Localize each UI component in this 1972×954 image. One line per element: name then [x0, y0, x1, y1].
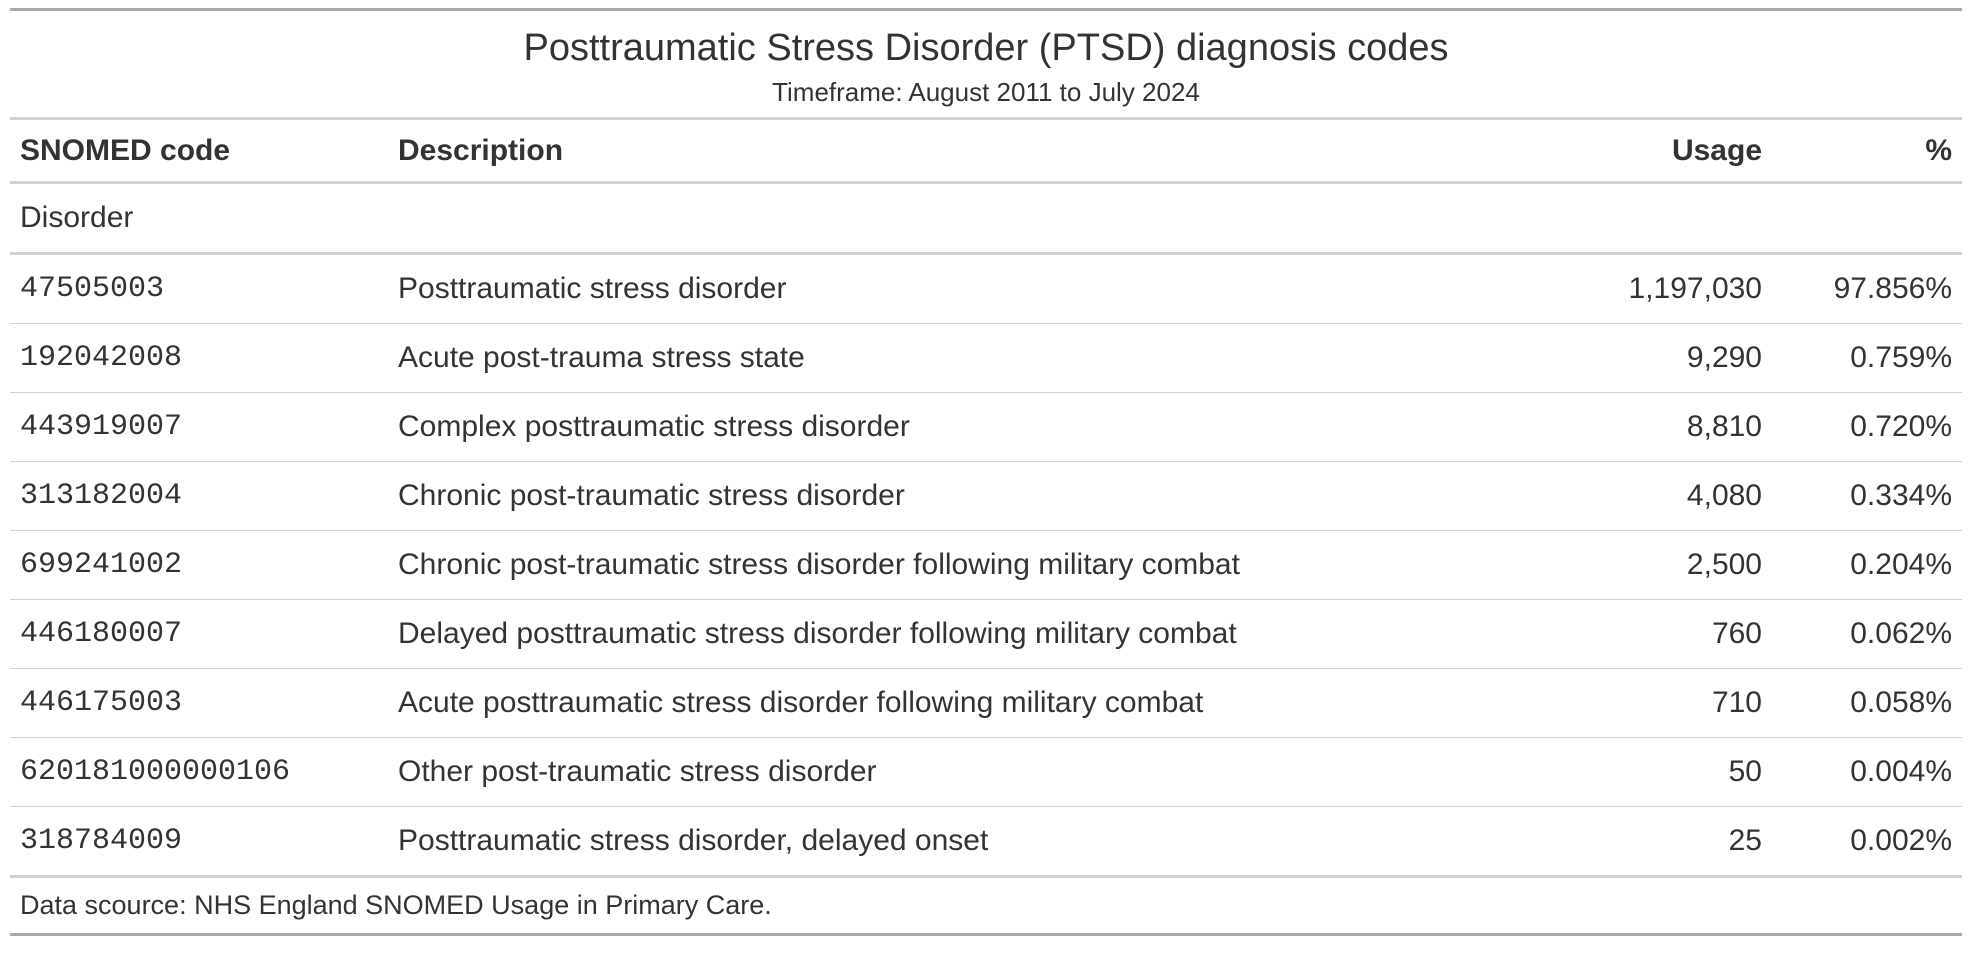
usage-cell: 710: [1506, 669, 1772, 738]
description-cell: Chronic post-traumatic stress disorder f…: [388, 531, 1506, 600]
usage-cell: 9,290: [1506, 324, 1772, 393]
percent-cell: 0.004%: [1772, 738, 1962, 807]
usage-cell: 8,810: [1506, 393, 1772, 462]
snomed-code-cell: 443919007: [10, 393, 388, 462]
description-cell: Delayed posttraumatic stress disorder fo…: [388, 600, 1506, 669]
snomed-code-cell: 313182004: [10, 462, 388, 531]
table-body: Disorder 47505003 Posttraumatic stress di…: [10, 183, 1962, 877]
table-row: 47505003 Posttraumatic stress disorder 1,1…: [10, 254, 1962, 324]
description-cell: Complex posttraumatic stress disorder: [388, 393, 1506, 462]
description-cell: Acute posttraumatic stress disorder foll…: [388, 669, 1506, 738]
column-header-code: SNOMED code: [10, 119, 388, 183]
description-cell: Chronic post-traumatic stress disorder: [388, 462, 1506, 531]
description-cell: Other post-traumatic stress disorder: [388, 738, 1506, 807]
snomed-code-cell: 446180007: [10, 600, 388, 669]
percent-cell: 0.759%: [1772, 324, 1962, 393]
column-header-description: Description: [388, 119, 1506, 183]
snomed-code-cell: 446175003: [10, 669, 388, 738]
column-header-percent: %: [1772, 119, 1962, 183]
description-cell: Posttraumatic stress disorder: [388, 254, 1506, 324]
percent-cell: 0.720%: [1772, 393, 1962, 462]
description-cell: Acute post-trauma stress state: [388, 324, 1506, 393]
usage-cell: 25: [1506, 807, 1772, 877]
snomed-code-cell: 699241002: [10, 531, 388, 600]
snomed-code-cell: 47505003: [10, 254, 388, 324]
table-row: 446180007 Delayed posttraumatic stress di…: [10, 600, 1962, 669]
table-row: 446175003 Acute posttraumatic stress diso…: [10, 669, 1962, 738]
codes-table: SNOMED code Description Usage % Disorder…: [10, 117, 1962, 878]
usage-cell: 4,080: [1506, 462, 1772, 531]
table-row: 192042008 Acute post-trauma stress state 9…: [10, 324, 1962, 393]
description-cell: Posttraumatic stress disorder, delayed o…: [388, 807, 1506, 877]
snomed-code-cell: 318784009: [10, 807, 388, 877]
percent-cell: 0.334%: [1772, 462, 1962, 531]
table-header: SNOMED code Description Usage %: [10, 119, 1962, 183]
table-row: 620181000000106 Other post-traumatic stre…: [10, 738, 1962, 807]
table-row: 313182004 Chronic post-traumatic stress d…: [10, 462, 1962, 531]
table-row: 699241002 Chronic post-traumatic stress d…: [10, 531, 1962, 600]
column-header-usage: Usage: [1506, 119, 1772, 183]
percent-cell: 0.002%: [1772, 807, 1962, 877]
table-subtitle: Timeframe: August 2011 to July 2024: [10, 71, 1962, 117]
percent-cell: 97.856%: [1772, 254, 1962, 324]
usage-cell: 760: [1506, 600, 1772, 669]
group-label: Disorder: [10, 183, 1962, 254]
snomed-code-cell: 620181000000106: [10, 738, 388, 807]
table-row: 318784009 Posttraumatic stress disorder, …: [10, 807, 1962, 877]
percent-cell: 0.204%: [1772, 531, 1962, 600]
percent-cell: 0.062%: [1772, 600, 1962, 669]
codes-table-container: Posttraumatic Stress Disorder (PTSD) dia…: [10, 8, 1962, 936]
snomed-code-cell: 192042008: [10, 324, 388, 393]
header-row: SNOMED code Description Usage %: [10, 119, 1962, 183]
table-title: Posttraumatic Stress Disorder (PTSD) dia…: [10, 11, 1962, 71]
percent-cell: 0.058%: [1772, 669, 1962, 738]
usage-cell: 1,197,030: [1506, 254, 1772, 324]
usage-cell: 50: [1506, 738, 1772, 807]
source-footnote: Data scource: NHS England SNOMED Usage i…: [10, 878, 1962, 936]
usage-cell: 2,500: [1506, 531, 1772, 600]
table-row: 443919007 Complex posttraumatic stress di…: [10, 393, 1962, 462]
group-row: Disorder: [10, 183, 1962, 254]
